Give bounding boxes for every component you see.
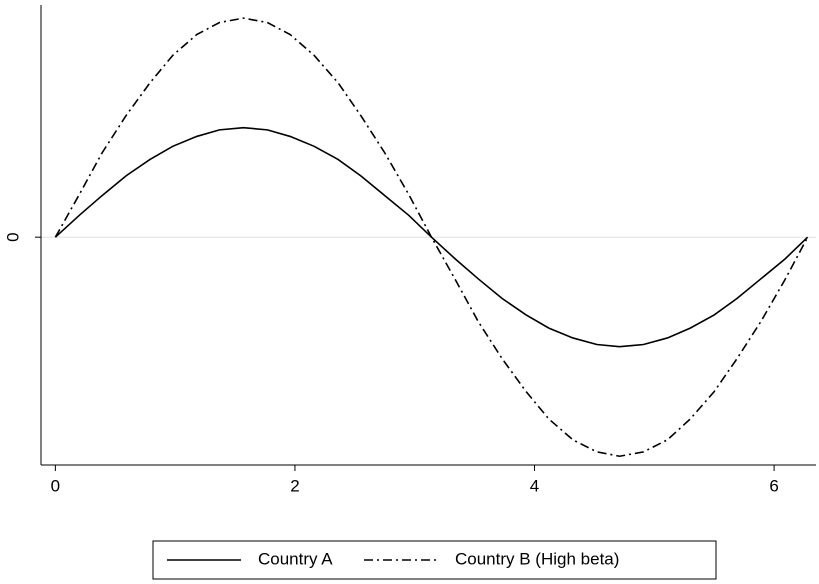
series-line xyxy=(54,17,809,458)
legend-label: Country B (High beta) xyxy=(455,549,619,568)
x-tick-label: 0 xyxy=(51,476,60,495)
legend-label: Country A xyxy=(258,549,333,568)
x-tick-label: 4 xyxy=(530,476,539,495)
y-tick-label: 0 xyxy=(3,232,22,241)
x-tick-label: 6 xyxy=(769,476,778,495)
legend-box xyxy=(152,540,717,580)
x-tick-label: 2 xyxy=(290,476,299,495)
